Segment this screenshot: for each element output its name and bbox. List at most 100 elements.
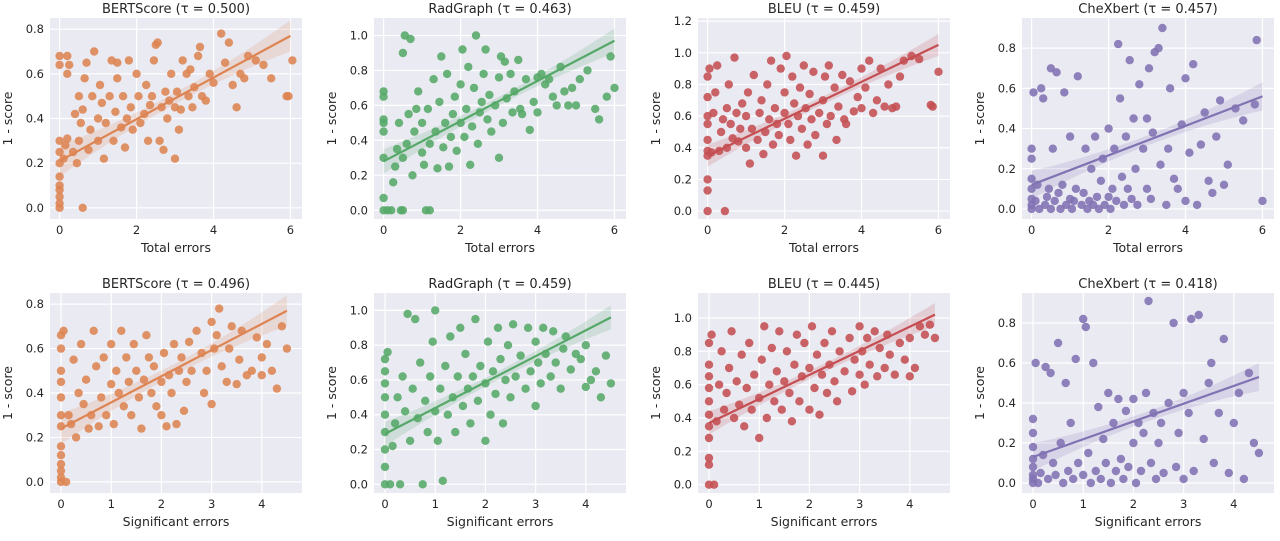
data-point	[1104, 124, 1113, 133]
data-point	[1094, 402, 1103, 412]
data-point	[136, 118, 145, 128]
data-point	[934, 67, 943, 77]
y-axis-label: 1 - score	[0, 366, 15, 420]
data-point	[105, 92, 114, 101]
y-tick-label: 0.0	[998, 202, 1016, 216]
data-point	[410, 127, 419, 136]
data-point	[714, 380, 724, 389]
data-point	[81, 375, 91, 384]
data-point	[533, 108, 542, 117]
data-point	[107, 339, 116, 349]
data-point	[393, 393, 402, 402]
data-point	[215, 304, 224, 313]
data-point	[498, 118, 508, 128]
x-axis-label: Total errors	[1112, 240, 1183, 255]
data-point	[1187, 314, 1196, 324]
data-point	[425, 206, 434, 215]
data-point	[732, 377, 741, 386]
data-point	[172, 87, 182, 96]
data-point	[469, 83, 479, 93]
data-point	[112, 366, 121, 375]
y-tick-label: 0.0	[26, 201, 44, 215]
data-point	[1129, 438, 1138, 448]
y-axis-label: 1 - score	[0, 91, 15, 145]
data-point	[799, 61, 808, 70]
data-point	[1131, 478, 1141, 488]
y-tick-label: 0.2	[350, 168, 368, 182]
data-point	[788, 72, 797, 81]
data-point	[1234, 388, 1244, 398]
data-point	[288, 56, 297, 65]
data-point	[534, 358, 543, 367]
data-point	[1071, 184, 1081, 193]
data-point	[137, 424, 146, 433]
data-point	[232, 379, 241, 389]
x-tick-label: 6	[611, 223, 618, 237]
x-tick-label: 0	[1029, 497, 1036, 511]
x-tick-label: 0	[381, 497, 388, 511]
y-tick-label: 0.2	[350, 443, 368, 457]
data-point	[711, 88, 720, 97]
data-point	[780, 377, 789, 386]
data-point	[78, 105, 87, 114]
x-axis-label: Significant errors	[123, 514, 230, 529]
data-point	[193, 51, 203, 61]
data-point	[56, 442, 66, 451]
data-point	[55, 60, 64, 70]
data-point	[1189, 59, 1198, 69]
x-tick-label: 0	[380, 223, 387, 237]
data-point	[1048, 458, 1058, 468]
data-point	[797, 124, 807, 133]
data-point	[531, 401, 540, 411]
data-point	[1151, 474, 1161, 484]
data-point	[119, 402, 128, 411]
data-point	[1106, 478, 1116, 488]
data-point	[1252, 35, 1261, 45]
data-point	[113, 74, 122, 83]
data-point	[749, 70, 758, 80]
x-tick-label: 3	[856, 497, 863, 511]
data-point	[71, 433, 81, 442]
data-point	[1121, 406, 1131, 416]
data-point	[841, 119, 851, 129]
data-point	[1079, 188, 1088, 198]
data-point	[172, 419, 181, 429]
data-point	[1196, 140, 1206, 149]
data-point	[1146, 194, 1156, 204]
data-point	[747, 124, 757, 133]
data-point	[251, 56, 260, 65]
data-point	[56, 451, 66, 460]
trend-line	[59, 34, 291, 162]
data-point	[124, 377, 133, 387]
data-point	[772, 367, 781, 376]
data-point	[114, 388, 124, 398]
data-point	[257, 353, 266, 362]
y-axis-label: 1 - score	[972, 91, 987, 145]
data-point	[389, 178, 398, 187]
data-point	[766, 56, 776, 65]
data-point	[737, 350, 746, 359]
data-point	[500, 57, 509, 66]
data-point	[1056, 438, 1065, 448]
data-point	[102, 411, 111, 420]
data-point	[493, 323, 503, 332]
data-point	[84, 145, 93, 154]
data-point	[1254, 448, 1264, 458]
data-point	[132, 69, 141, 79]
chart-title: BLEU (τ = 0.445)	[768, 277, 880, 292]
panel-1: 0 2 4 6 0.0 0.2 0.4 0.6 0.8 BERTScore (τ = 0.500)…	[0, 2, 302, 255]
data-point	[95, 80, 105, 90]
data-point	[807, 322, 817, 331]
data-point	[1219, 334, 1229, 344]
chart-title: RadGraph (τ = 0.459)	[428, 277, 571, 292]
chart-title: CheXbert (τ = 0.457)	[1078, 2, 1217, 17]
data-point	[425, 139, 434, 148]
data-point	[770, 104, 780, 113]
data-point	[800, 338, 809, 348]
data-point	[379, 87, 388, 96]
data-point	[55, 199, 64, 208]
data-point	[790, 99, 799, 108]
data-point	[456, 80, 465, 89]
data-point	[182, 377, 191, 387]
data-point	[763, 80, 772, 89]
